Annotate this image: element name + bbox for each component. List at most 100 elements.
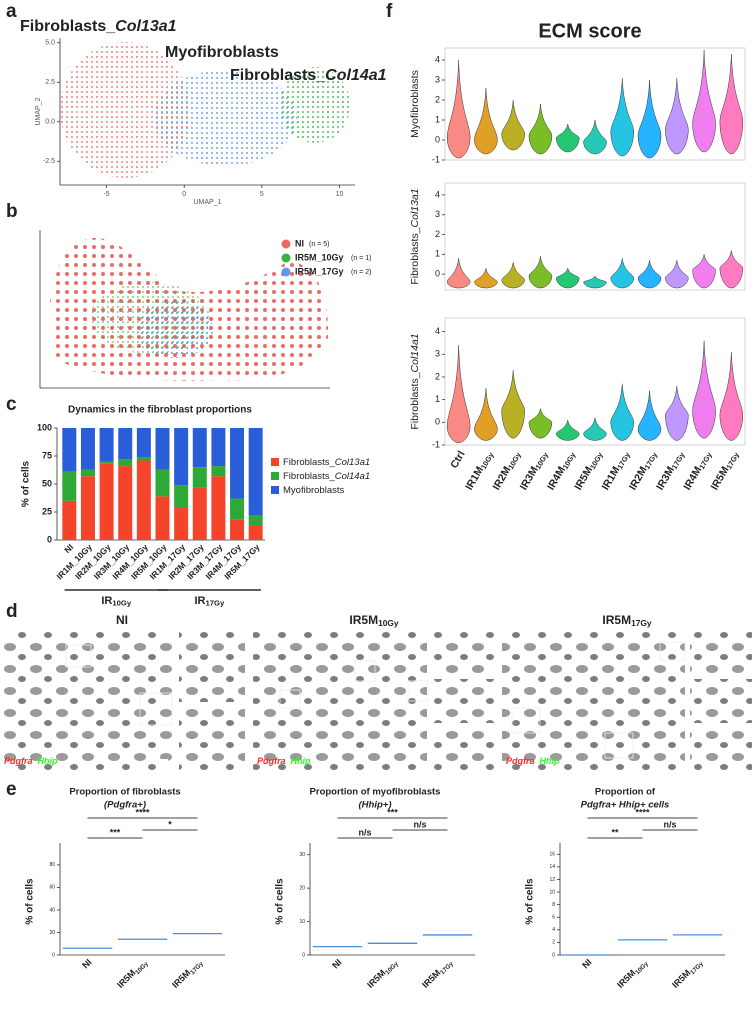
label-text: Myofibroblasts: [409, 70, 421, 138]
violin: [665, 77, 689, 155]
stain-labels: Pdgfra Hhip: [506, 756, 560, 766]
chart-title: ECM score: [538, 20, 641, 42]
y-tick-label: 5.0: [45, 40, 55, 47]
bar-segment: [155, 428, 170, 470]
image-inset: [690, 726, 752, 770]
bar-segment: [99, 463, 114, 540]
image-title: NI: [116, 613, 128, 627]
y-tick-label: -1: [432, 439, 440, 449]
label-sub: 10Gy: [112, 599, 132, 608]
x-tick-label: -5: [103, 191, 109, 198]
legend-note: (n = 2): [351, 269, 371, 276]
significance-label: ****: [635, 807, 650, 817]
bar-segment: [174, 485, 189, 508]
y-tick-label: 16: [549, 852, 555, 858]
violin: [719, 250, 744, 289]
y-tick-label: 30: [299, 852, 305, 858]
violin: [637, 390, 662, 441]
bar-segment: [62, 471, 77, 501]
violin: [556, 268, 580, 289]
image-inset: [690, 632, 752, 676]
violin: [474, 87, 498, 155]
name: Fibroblasts_: [230, 67, 326, 84]
y-tick-label: 2.5: [45, 79, 55, 86]
image-inset: [179, 706, 245, 770]
y-tick-label: 4: [435, 326, 440, 336]
name-italic: Col14a1: [325, 67, 386, 84]
bar-segment: [155, 496, 170, 540]
label-sub: 17Gy: [439, 960, 455, 976]
x-tick-label: 5: [260, 191, 264, 198]
y-tick-label: 3: [435, 74, 440, 84]
name: Myofibroblasts: [165, 44, 279, 61]
panel-label: a: [6, 1, 17, 22]
violin: [556, 123, 580, 153]
box: [659, 641, 686, 661]
y-tick-label: 100: [37, 422, 52, 432]
y-tick-label: 50: [42, 478, 52, 488]
significance-label: ***: [387, 807, 398, 817]
bar-segment: [62, 428, 77, 472]
label-sub: 17Gy: [670, 450, 687, 471]
label-text: Fibroblasts_: [409, 372, 421, 429]
y-tick-label: 20: [299, 885, 305, 891]
bar-segment: [99, 428, 114, 462]
label-sub: 17Gy: [642, 450, 659, 471]
label-text: IR5M: [349, 613, 378, 627]
cluster-label: Fibroblasts_Col14a1: [230, 67, 387, 84]
y-tick-label: 0: [435, 134, 440, 144]
y-tick-label: 6: [552, 915, 555, 921]
group-label: IR10Gy: [101, 595, 132, 608]
bar-segment: [62, 500, 77, 540]
cloud: [153, 70, 297, 166]
x-tick-label: NI: [580, 957, 593, 970]
y-tick-label: 20: [49, 930, 55, 936]
y-tick-label: 10: [299, 919, 305, 925]
label-sub: 17Gy: [697, 450, 714, 471]
stain-label: Pdgfra: [506, 756, 535, 766]
legend-swatch: [281, 253, 291, 263]
violin: [637, 79, 662, 159]
y-axis-label: % of cells: [275, 878, 286, 925]
image: [253, 632, 427, 770]
bar-segment: [192, 428, 207, 468]
image-inset: [690, 679, 752, 723]
legend-label: NI: [295, 238, 304, 248]
violin: [528, 408, 553, 439]
cloud: [60, 42, 190, 178]
chart-title: Pdgfra+ Hhip+ cells: [581, 800, 670, 811]
violin: [692, 340, 716, 439]
bar-segment: [80, 469, 95, 477]
x-tick-label: IR5M17Gy: [708, 448, 741, 492]
violin: [692, 254, 716, 289]
label-text: IR: [195, 595, 206, 607]
bar-segment: [118, 459, 133, 467]
chart-title: Proportion of myofibroblasts: [310, 787, 441, 798]
significance-label: n/s: [413, 819, 426, 829]
y-tick-label: -1: [432, 154, 440, 164]
label-italic: Col14a1: [409, 333, 421, 372]
y-axis-label: Fibroblasts_Col14a1: [409, 333, 421, 429]
legend-swatch: [271, 458, 279, 466]
x-tick-label: IR5M17Gy: [670, 957, 705, 992]
violin: [501, 262, 525, 289]
legend-note: (n = 1): [351, 255, 371, 262]
y-tick-label: 0: [47, 534, 52, 544]
violin: [528, 256, 553, 289]
violin: [446, 59, 471, 159]
y-tick-label: 0: [302, 952, 305, 958]
significance-label: ****: [135, 807, 150, 817]
label-sub: 10Gy: [634, 960, 650, 976]
x-tick-label: NI: [62, 542, 75, 555]
violin: [665, 260, 689, 289]
label-sub: 17Gy: [206, 599, 226, 608]
bar-segment: [230, 428, 245, 499]
violin: [446, 258, 471, 289]
legend-label: IR5M_17Gy: [295, 266, 344, 276]
label-text: IR: [101, 595, 112, 607]
chart-title: (Pdgfra+): [104, 800, 146, 811]
stain-label: Hhip: [38, 756, 58, 766]
image-title: IR5M17Gy: [602, 613, 652, 628]
label-text: IR5M: [602, 613, 631, 627]
violin: [528, 103, 553, 155]
